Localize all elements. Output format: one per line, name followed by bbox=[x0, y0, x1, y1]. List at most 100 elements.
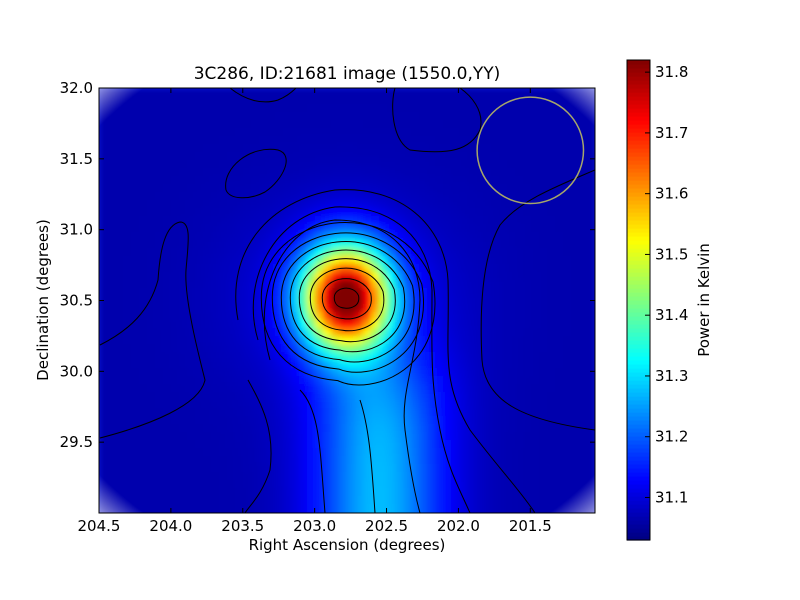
colorbar-step bbox=[627, 308, 650, 313]
colorbar-step bbox=[627, 372, 650, 377]
colorbar-step bbox=[627, 172, 650, 177]
plot-area bbox=[99, 88, 595, 513]
colorbar-step bbox=[627, 124, 650, 129]
y-tick-label: 31.5 bbox=[60, 150, 93, 168]
colorbar-frame bbox=[626, 59, 651, 541]
colorbar-step bbox=[627, 328, 650, 333]
colorbar-tick-label: 31.6 bbox=[655, 185, 688, 203]
colorbar-step bbox=[627, 508, 650, 513]
colorbar-step bbox=[627, 480, 650, 485]
x-axis: 204.5 204.0 203.5 203.0 202.5 202.0 201.5 bbox=[78, 88, 552, 535]
x-tick-label: 203.0 bbox=[293, 517, 336, 535]
colorbar-step bbox=[627, 136, 650, 141]
colorbar-step bbox=[627, 268, 650, 273]
colorbar-step bbox=[627, 204, 650, 209]
y-tick-label: 32.0 bbox=[60, 79, 93, 97]
y-tick-label: 30.0 bbox=[60, 362, 93, 380]
colorbar-step bbox=[627, 496, 650, 501]
y-tick-label: 30.5 bbox=[60, 292, 93, 310]
colorbar-step bbox=[627, 504, 650, 509]
colorbar-step bbox=[627, 72, 650, 77]
colorbar-step bbox=[627, 144, 650, 149]
colorbar-tick-label: 31.5 bbox=[655, 245, 688, 263]
colorbar-step bbox=[627, 188, 650, 193]
colorbar-step bbox=[627, 384, 650, 389]
colorbar-step bbox=[627, 332, 650, 337]
colorbar-step bbox=[627, 352, 650, 357]
colorbar-step bbox=[627, 396, 650, 401]
colorbar-step bbox=[627, 212, 650, 217]
x-tick-label: 202.5 bbox=[365, 517, 408, 535]
colorbar-step bbox=[627, 512, 650, 517]
colorbar-step bbox=[627, 492, 650, 497]
colorbar-step bbox=[627, 320, 650, 325]
colorbar-tick-label: 31.8 bbox=[655, 63, 688, 81]
colorbar-label: Power in Kelvin bbox=[695, 243, 713, 357]
colorbar-step bbox=[627, 224, 650, 229]
colorbar-step bbox=[627, 232, 650, 237]
colorbar-step bbox=[627, 100, 650, 105]
colorbar-step bbox=[627, 516, 650, 521]
colorbar-step bbox=[627, 244, 650, 249]
colorbar-step bbox=[627, 92, 650, 97]
colorbar-step bbox=[627, 288, 650, 293]
colorbar-step bbox=[627, 164, 650, 169]
colorbar-step bbox=[627, 132, 650, 137]
colorbar-step bbox=[627, 276, 650, 281]
colorbar-step bbox=[627, 472, 650, 477]
y-axis-label: Declination (degrees) bbox=[34, 219, 52, 381]
colorbar-step bbox=[627, 104, 650, 109]
colorbar-step bbox=[627, 252, 650, 257]
colorbar-step bbox=[627, 120, 650, 125]
colorbar-step bbox=[627, 280, 650, 285]
chart-title: 3C286, ID:21681 image (1550.0,YY) bbox=[194, 64, 501, 84]
x-tick-label: 202.0 bbox=[437, 517, 480, 535]
colorbar-tick-label: 31.2 bbox=[655, 428, 688, 446]
colorbar-step bbox=[627, 216, 650, 221]
colorbar: 31.1 31.2 31.3 31.4 31.5 31.6 31.7 31.8 Power i… bbox=[626, 59, 713, 541]
colorbar-step bbox=[627, 256, 650, 261]
colorbar-step bbox=[627, 456, 650, 461]
colorbar-step bbox=[627, 436, 650, 441]
x-axis-label: Right Ascension (degrees) bbox=[249, 536, 446, 554]
colorbar-step bbox=[627, 156, 650, 161]
colorbar-tick-label: 31.7 bbox=[655, 124, 688, 142]
colorbar-step bbox=[627, 400, 650, 405]
colorbar-step bbox=[627, 404, 650, 409]
colorbar-step bbox=[627, 468, 650, 473]
y-axis: 29.5 30.0 30.5 31.0 31.5 32.0 bbox=[60, 79, 595, 451]
colorbar-step bbox=[627, 408, 650, 413]
colorbar-tick-label: 31.3 bbox=[655, 367, 688, 385]
colorbar-step bbox=[627, 420, 650, 425]
colorbar-step bbox=[627, 220, 650, 225]
colorbar-step bbox=[627, 128, 650, 133]
colorbar-step bbox=[627, 388, 650, 393]
colorbar-step bbox=[627, 248, 650, 253]
colorbar-step bbox=[627, 140, 650, 145]
colorbar-step bbox=[627, 300, 650, 305]
colorbar-step bbox=[627, 344, 650, 349]
colorbar-step bbox=[627, 76, 650, 81]
colorbar-step bbox=[627, 488, 650, 493]
edge-fade bbox=[99, 88, 595, 513]
colorbar-step bbox=[627, 412, 650, 417]
colorbar-step bbox=[627, 444, 650, 449]
colorbar-tick-label: 31.4 bbox=[655, 306, 688, 324]
colorbar-step bbox=[627, 376, 650, 381]
colorbar-step bbox=[627, 484, 650, 489]
colorbar-step bbox=[627, 260, 650, 265]
colorbar-ticks: 31.1 31.2 31.3 31.4 31.5 31.6 31.7 31.8 bbox=[645, 63, 688, 506]
colorbar-step bbox=[627, 152, 650, 157]
colorbar-step bbox=[627, 80, 650, 85]
colorbar-step bbox=[627, 448, 650, 453]
x-tick-label: 201.5 bbox=[509, 517, 552, 535]
colorbar-step bbox=[627, 380, 650, 385]
colorbar-step bbox=[627, 360, 650, 365]
colorbar-step bbox=[627, 192, 650, 197]
colorbar-step bbox=[627, 108, 650, 113]
colorbar-step bbox=[627, 432, 650, 437]
colorbar-step bbox=[627, 184, 650, 189]
colorbar-step bbox=[627, 176, 650, 181]
colorbar-step bbox=[627, 392, 650, 397]
